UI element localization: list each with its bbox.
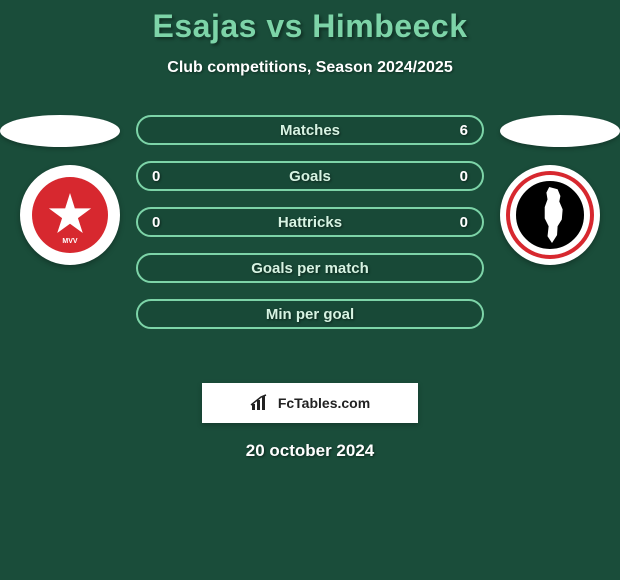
subtitle: Club competitions, Season 2024/2025 bbox=[0, 59, 620, 77]
stat-label: Hattricks bbox=[138, 214, 482, 231]
club-badge-left: MVV bbox=[20, 165, 120, 265]
source-logo: FcTables.com bbox=[202, 383, 418, 423]
stat-label: Goals bbox=[138, 168, 482, 185]
stat-row-min-per-goal: Min per goal bbox=[136, 299, 484, 329]
stat-row-matches: Matches 6 bbox=[136, 115, 484, 145]
bar-chart-icon bbox=[250, 394, 272, 412]
star-icon bbox=[48, 193, 92, 237]
stat-label: Matches bbox=[138, 122, 482, 139]
stat-right-value: 0 bbox=[448, 168, 468, 185]
stat-right-value: 6 bbox=[448, 122, 468, 139]
stat-rows: Matches 6 0 Goals 0 0 Hattricks 0 Goals … bbox=[136, 115, 484, 329]
stat-row-goals: 0 Goals 0 bbox=[136, 161, 484, 191]
player-right-name-oval bbox=[500, 115, 620, 147]
stat-label: Min per goal bbox=[138, 306, 482, 323]
stat-row-hattricks: 0 Hattricks 0 bbox=[136, 207, 484, 237]
silhouette-icon bbox=[538, 187, 566, 243]
page-title: Esajas vs Himbeeck bbox=[0, 8, 620, 45]
club-left-abbrev: MVV bbox=[32, 238, 108, 245]
stat-left-value: 0 bbox=[152, 168, 172, 185]
comparison-container: MVV Matches 6 0 Goals 0 0 Hattricks 0 bbox=[0, 115, 620, 375]
stat-right-value: 0 bbox=[448, 214, 468, 231]
date-label: 20 october 2024 bbox=[0, 441, 620, 461]
stat-label: Goals per match bbox=[138, 260, 482, 277]
club-badge-right bbox=[500, 165, 600, 265]
stat-row-goals-per-match: Goals per match bbox=[136, 253, 484, 283]
stat-left-value: 0 bbox=[152, 214, 172, 231]
source-logo-text: FcTables.com bbox=[278, 395, 370, 411]
player-left-name-oval bbox=[0, 115, 120, 147]
